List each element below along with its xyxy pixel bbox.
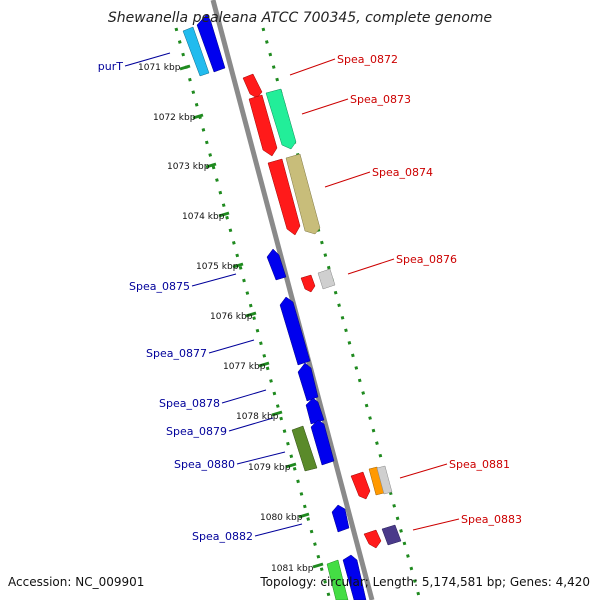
gene-lower-blue[interactable] xyxy=(342,554,367,600)
kbp-tick-marks xyxy=(179,64,324,569)
gene-spea-0876-a[interactable] xyxy=(300,274,316,293)
forward-genes xyxy=(242,73,402,549)
tick-label: 1075 kbp xyxy=(196,262,239,272)
genome-stats-text: Topology: circular; Length: 5,174,581 bp… xyxy=(259,575,590,589)
tick-label: 1076 kbp xyxy=(210,312,253,322)
tick-label: 1072 kbp xyxy=(153,113,196,123)
gene-label-spea-0872[interactable]: Spea_0872 xyxy=(337,53,398,66)
genome-title: Shewanella pealeana ATCC 700345, complet… xyxy=(108,10,492,26)
gene-label-spea-0875[interactable]: Spea_0875 xyxy=(129,280,190,293)
gene-purT-a[interactable] xyxy=(182,26,210,77)
gene-label-spea-0874[interactable]: Spea_0874 xyxy=(372,166,433,179)
tick-label: 1078 kbp xyxy=(236,412,279,422)
gene-spea-0878[interactable] xyxy=(297,362,319,402)
tick-label: 1073 kbp xyxy=(167,162,210,172)
gene-spea-0881-a[interactable] xyxy=(350,471,371,500)
forward-callouts xyxy=(289,58,460,531)
gene-spea-0877[interactable] xyxy=(279,296,311,366)
gene-spea-0883-b[interactable] xyxy=(381,524,402,546)
gene-spea-0876-b[interactable] xyxy=(317,268,336,290)
gene-label-spea-0879[interactable]: Spea_0879 xyxy=(166,425,227,438)
tick-label: 1079 kbp xyxy=(248,463,291,473)
gene-spea-0874-a[interactable] xyxy=(267,158,301,236)
gene-label-spea-0873[interactable]: Spea_0873 xyxy=(350,93,411,106)
reverse-genes xyxy=(182,13,367,600)
gene-purT-b[interactable] xyxy=(196,13,226,73)
gene-spea-0882[interactable] xyxy=(331,504,350,533)
gene-spea-0879[interactable] xyxy=(305,397,325,425)
gene-spea-0880-b[interactable] xyxy=(310,419,335,466)
genome-backbone xyxy=(210,0,375,600)
gene-label-spea-0878[interactable]: Spea_0878 xyxy=(159,397,220,410)
gene-label-spea-0876[interactable]: Spea_0876 xyxy=(396,253,457,266)
gene-spea-0872[interactable] xyxy=(242,73,263,99)
accession-text: Accession: NC_009901 xyxy=(8,575,144,589)
tick-label: 1080 kbp xyxy=(260,513,303,523)
gene-spea-0881-c[interactable] xyxy=(376,465,393,495)
gene-spea-0874-b[interactable] xyxy=(285,153,321,235)
gene-label-spea-0880[interactable]: Spea_0880 xyxy=(174,458,235,471)
tick-label: 1081 kbp xyxy=(271,564,314,574)
gene-spea-0875[interactable] xyxy=(266,248,287,281)
outer-lane-right-dots xyxy=(261,27,422,600)
gene-spea-0883-a[interactable] xyxy=(363,529,382,549)
tick-label: 1074 kbp xyxy=(182,212,225,222)
gene-label-spea-0883[interactable]: Spea_0883 xyxy=(461,513,522,526)
gene-lower-green[interactable] xyxy=(326,559,349,600)
gene-spea-0873-b[interactable] xyxy=(265,88,297,150)
tick-label: 1071 kbp xyxy=(138,63,181,73)
gene-label-purT[interactable]: purT xyxy=(98,60,123,73)
tick-label: 1077 kbp xyxy=(223,362,266,372)
gene-label-spea-0882[interactable]: Spea_0882 xyxy=(192,530,253,543)
gene-label-spea-0881[interactable]: Spea_0881 xyxy=(449,458,510,471)
gene-spea-0880-a[interactable] xyxy=(291,425,318,472)
reverse-callouts xyxy=(124,52,303,537)
gene-label-spea-0877[interactable]: Spea_0877 xyxy=(146,347,207,360)
gene-spea-0873-a[interactable] xyxy=(248,94,278,157)
